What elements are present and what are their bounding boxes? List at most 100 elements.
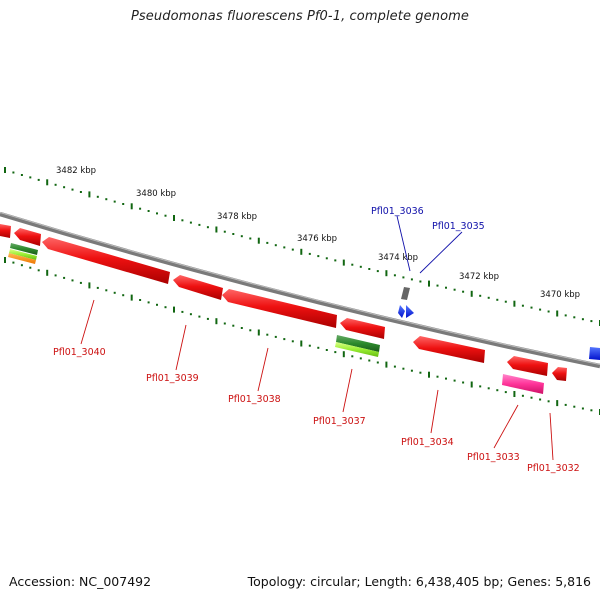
tick-label: 3476 kbp bbox=[297, 234, 337, 244]
minor-tick bbox=[453, 379, 456, 382]
label-leaders-red bbox=[80, 299, 554, 461]
gene-label[interactable]: Pfl01_3040 bbox=[53, 347, 106, 358]
minor-tick bbox=[105, 289, 108, 292]
minor-tick bbox=[105, 198, 108, 201]
gene-feature[interactable] bbox=[340, 318, 385, 339]
gene-label[interactable]: Pfl01_3035 bbox=[432, 221, 485, 232]
minor-tick bbox=[283, 246, 286, 249]
minor-tick bbox=[487, 296, 490, 299]
major-tick bbox=[342, 351, 345, 358]
major-tick bbox=[428, 280, 430, 287]
major-tick bbox=[215, 318, 218, 325]
gene-label[interactable]: Pfl01_3036 bbox=[371, 206, 424, 217]
minor-tick bbox=[334, 351, 337, 354]
minor-tick bbox=[189, 313, 192, 316]
gene-pfl01-3037-part[interactable] bbox=[335, 342, 379, 357]
minor-tick bbox=[325, 349, 328, 351]
minor-tick bbox=[29, 266, 32, 269]
gene-feature[interactable] bbox=[0, 224, 11, 238]
gene-feature[interactable] bbox=[9, 249, 37, 260]
minor-tick bbox=[37, 178, 40, 181]
tick-track-inner bbox=[4, 257, 600, 415]
tick-label: 3474 kbp bbox=[378, 253, 418, 263]
minor-tick bbox=[189, 221, 192, 224]
major-tick bbox=[4, 167, 6, 173]
gene-pfl01-3037[interactable] bbox=[336, 335, 380, 352]
minor-tick bbox=[249, 329, 252, 332]
minor-tick bbox=[462, 381, 465, 384]
minor-tick bbox=[547, 400, 550, 403]
minor-tick bbox=[504, 391, 507, 394]
major-tick bbox=[513, 391, 516, 397]
gene-feature[interactable] bbox=[398, 305, 405, 318]
minor-tick bbox=[164, 214, 167, 217]
minor-tick bbox=[20, 264, 23, 267]
tick-label: 3482 kbp bbox=[56, 166, 96, 176]
gene-pfl01-3036[interactable] bbox=[401, 287, 410, 300]
minor-tick bbox=[291, 248, 294, 251]
gene-pfl01-3035[interactable] bbox=[406, 305, 414, 318]
major-tick bbox=[88, 282, 91, 289]
gene-feature[interactable] bbox=[589, 347, 600, 360]
gene-feature[interactable] bbox=[10, 243, 38, 255]
gene-label[interactable]: Pfl01_3038 bbox=[228, 394, 281, 405]
minor-tick bbox=[283, 338, 286, 341]
genome-backbone-highlight bbox=[0, 212, 600, 365]
gene-pfl01-3039[interactable] bbox=[173, 275, 223, 300]
minor-tick bbox=[351, 263, 354, 266]
minor-tick bbox=[581, 407, 584, 410]
minor-tick bbox=[12, 171, 15, 174]
gene-pfl01-3034[interactable] bbox=[413, 336, 485, 363]
gene-label[interactable]: Pfl01_3037 bbox=[313, 416, 366, 427]
gene-label[interactable]: Pfl01_3032 bbox=[527, 463, 580, 474]
gene-pfl01-3040[interactable] bbox=[42, 237, 170, 284]
minor-tick bbox=[223, 230, 226, 233]
major-tick bbox=[88, 191, 91, 198]
gene-features bbox=[0, 224, 600, 394]
tick-label: 3470 kbp bbox=[540, 290, 580, 300]
major-tick bbox=[257, 237, 260, 244]
minor-tick bbox=[368, 359, 371, 362]
minor-tick bbox=[564, 403, 567, 406]
gene-pfl01-3032[interactable] bbox=[552, 367, 567, 381]
gene-label[interactable]: Pfl01_3034 bbox=[401, 437, 454, 448]
gene-label[interactable]: Pfl01_3039 bbox=[146, 373, 199, 384]
minor-tick bbox=[156, 303, 158, 306]
minor-tick bbox=[581, 318, 584, 321]
minor-tick bbox=[113, 200, 116, 203]
tick-label: 3480 kbp bbox=[136, 189, 176, 199]
minor-tick bbox=[368, 268, 371, 270]
minor-tick bbox=[393, 274, 396, 277]
minor-tick bbox=[496, 298, 499, 301]
minor-tick bbox=[71, 188, 74, 191]
minor-tick bbox=[113, 291, 116, 294]
major-tick bbox=[428, 371, 430, 378]
minor-tick bbox=[274, 335, 277, 338]
gene-label[interactable]: Pfl01_3033 bbox=[467, 452, 520, 463]
genome-summary-text: Topology: circular; Length: 6,438,405 bp… bbox=[247, 574, 591, 589]
minor-tick bbox=[479, 385, 482, 388]
minor-tick bbox=[63, 276, 66, 279]
minor-tick bbox=[20, 174, 23, 176]
minor-tick bbox=[181, 310, 184, 313]
gene-feature[interactable] bbox=[14, 228, 41, 246]
gene-feature[interactable] bbox=[507, 356, 548, 376]
minor-tick bbox=[496, 389, 499, 392]
page-title: Pseudomonas fluorescens Pf0-1, complete … bbox=[130, 9, 470, 24]
minor-tick bbox=[573, 405, 576, 408]
minor-tick bbox=[462, 290, 465, 293]
minor-tick bbox=[12, 261, 15, 264]
tick-track-outer bbox=[4, 167, 600, 326]
major-tick bbox=[556, 400, 559, 407]
gene-pfl01-3033[interactable] bbox=[502, 374, 544, 394]
major-tick bbox=[130, 294, 133, 301]
minor-tick bbox=[156, 212, 158, 215]
minor-tick bbox=[504, 300, 507, 303]
gene-pfl01-3038[interactable] bbox=[222, 289, 337, 328]
minor-tick bbox=[547, 310, 550, 313]
minor-tick bbox=[29, 176, 32, 179]
minor-tick bbox=[564, 314, 567, 317]
minor-tick bbox=[139, 207, 142, 210]
gene-feature[interactable] bbox=[8, 253, 36, 264]
minor-tick bbox=[139, 299, 142, 301]
